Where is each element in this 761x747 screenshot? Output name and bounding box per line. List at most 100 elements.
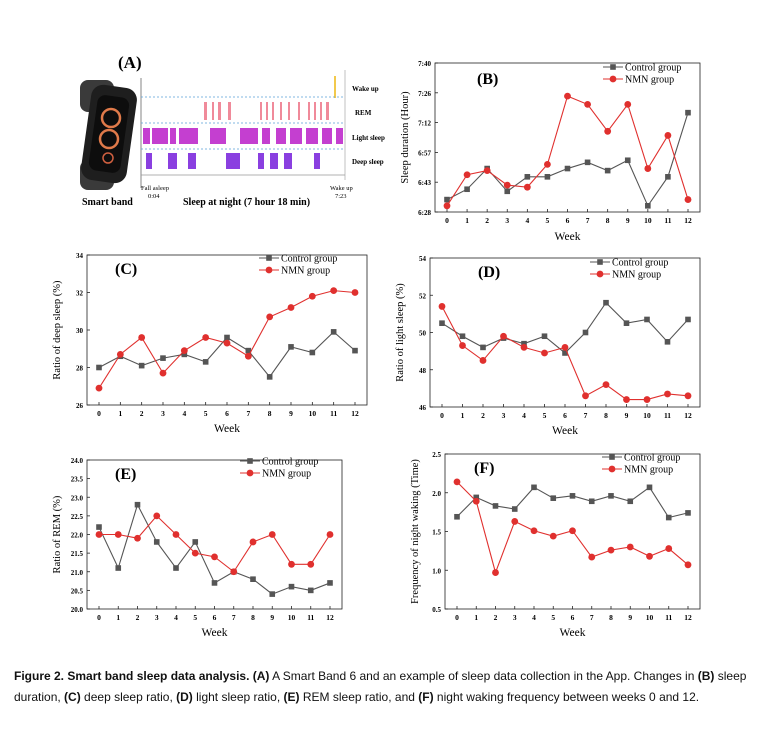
deep-sleep-block xyxy=(314,153,320,169)
rem-block xyxy=(228,102,231,120)
caption-text: REM sleep ratio, and xyxy=(299,690,415,704)
data-point xyxy=(531,484,537,491)
caption-title: Figure 2. Smart band sleep data analysis… xyxy=(14,669,250,683)
panel-label: (D) xyxy=(478,264,500,281)
light-sleep-block xyxy=(262,128,270,144)
smart-band-image xyxy=(80,80,137,190)
x-tick-label: 11 xyxy=(665,613,672,622)
data-point xyxy=(607,546,615,554)
data-point xyxy=(330,287,338,295)
data-point xyxy=(544,161,551,168)
x-tick-label: 7 xyxy=(232,613,236,622)
y-tick-label: 34 xyxy=(76,252,84,260)
data-point xyxy=(245,347,252,354)
data-point xyxy=(644,165,652,172)
x-tick-label: 8 xyxy=(606,216,610,225)
deep-sleep-block xyxy=(168,153,177,169)
legend-label: NMN group xyxy=(612,270,661,281)
data-point xyxy=(191,549,199,557)
y-tick-label: 22.5 xyxy=(71,513,84,521)
data-point xyxy=(250,576,256,582)
y-tick-label: 21.5 xyxy=(71,550,84,558)
fall-asleep-label: Fall asleep xyxy=(141,185,169,192)
data-point xyxy=(439,320,445,326)
data-point xyxy=(604,127,612,135)
legend-label: Control group xyxy=(262,457,318,468)
x-tick-label: 6 xyxy=(566,216,570,225)
data-point xyxy=(211,580,218,586)
data-point xyxy=(307,560,315,568)
x-tick-label: 10 xyxy=(309,409,317,418)
data-point xyxy=(684,196,692,203)
x-tick-label: 7 xyxy=(590,613,594,622)
y-tick-label: 23.5 xyxy=(71,476,84,484)
y-tick-label: 7:40 xyxy=(418,60,431,68)
y-tick-label: 24.0 xyxy=(71,457,84,465)
rem-block xyxy=(308,102,310,120)
x-tick-label: 9 xyxy=(626,216,630,225)
caption-text: sleep duration, xyxy=(14,669,747,704)
y-tick-label: 2.0 xyxy=(432,490,441,498)
data-point xyxy=(327,580,333,586)
data-point xyxy=(287,304,295,311)
panel-label: (B) xyxy=(477,71,498,88)
caption-panel-ref: (A) xyxy=(252,669,270,683)
stage-label-rem: REM xyxy=(355,109,372,117)
data-point xyxy=(492,569,499,576)
x-tick-label: 10 xyxy=(288,613,296,622)
x-tick-label: 1 xyxy=(474,613,478,622)
x-tick-label: 3 xyxy=(161,409,165,418)
deep-sleep-block xyxy=(226,153,240,169)
rem-block xyxy=(260,102,262,120)
panel-label: (C) xyxy=(115,261,137,278)
deep-sleep-block xyxy=(270,153,278,169)
deep-sleep-block xyxy=(188,153,196,169)
x-tick-label: 0 xyxy=(445,216,449,225)
y-tick-label: 22.0 xyxy=(71,532,84,540)
legend-marker xyxy=(247,458,253,464)
data-point xyxy=(569,527,576,535)
y-tick-label: 30 xyxy=(76,327,84,335)
x-tick-label: 4 xyxy=(182,409,186,418)
data-point xyxy=(665,545,673,552)
x-tick-label: 5 xyxy=(193,613,197,622)
rem-block xyxy=(204,102,207,120)
wake-label: Wake up xyxy=(330,185,353,192)
x-axis-label: Week xyxy=(214,423,240,435)
x-tick-label: 12 xyxy=(326,613,334,622)
y-tick-label: 21.0 xyxy=(71,569,84,577)
data-point xyxy=(153,512,161,520)
data-point xyxy=(223,339,231,347)
data-point xyxy=(95,384,103,392)
caption-text: deep sleep ratio, xyxy=(80,690,173,704)
y-tick-label: 52 xyxy=(419,292,427,300)
data-point xyxy=(308,292,316,300)
data-point xyxy=(483,167,491,175)
data-point xyxy=(211,553,218,561)
data-point xyxy=(511,506,518,512)
data-point xyxy=(266,374,273,380)
data-point xyxy=(159,369,167,377)
data-point xyxy=(564,92,571,100)
y-tick-label: 54 xyxy=(419,255,427,263)
y-tick-label: 20.0 xyxy=(71,606,84,614)
data-point xyxy=(520,344,528,351)
x-tick-label: 3 xyxy=(513,613,517,622)
data-point xyxy=(330,329,337,335)
data-point xyxy=(288,344,294,350)
data-point xyxy=(459,333,466,340)
fall-asleep-time: 0:04 xyxy=(148,193,160,200)
x-tick-label: 2 xyxy=(494,613,498,622)
data-point xyxy=(115,565,122,571)
data-point xyxy=(473,494,480,501)
x-tick-label: 11 xyxy=(307,613,314,622)
x-tick-label: 11 xyxy=(664,411,671,420)
caption-text: light sleep ratio, xyxy=(192,690,281,704)
data-point xyxy=(549,532,557,540)
data-point xyxy=(588,553,596,561)
panel-a: (A) Smart band Wake up REM Light sleep D… xyxy=(80,53,385,208)
y-tick-label: 6:28 xyxy=(418,209,431,217)
x-tick-label: 7 xyxy=(246,409,250,418)
y-tick-label: 26 xyxy=(76,402,84,410)
